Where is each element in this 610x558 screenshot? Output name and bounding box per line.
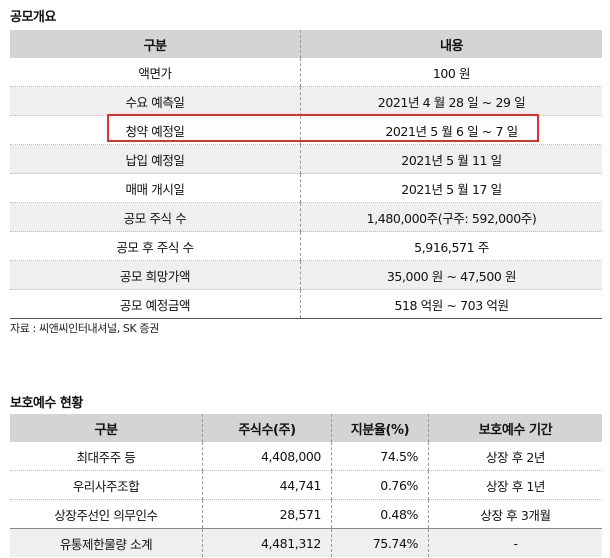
column-header: 주식수(주) — [202, 414, 332, 442]
row-value: 2021년 5 월 11 일 — [300, 144, 602, 174]
table-row: 매매 개시일 2021년 5 월 17 일 — [10, 173, 602, 203]
share-count: 4,408,000 — [202, 442, 332, 471]
row-label: 납입 예정일 — [10, 144, 301, 174]
table-row: 공모 희망가액 35,000 원 ~ 47,500 원 — [10, 260, 602, 290]
table-header-row: 구분 내용 — [10, 30, 602, 58]
lockup-period: 상장 후 3개월 — [428, 499, 602, 529]
row-value: 1,480,000주(구주: 592,000주) — [300, 202, 602, 232]
share-ratio: 74.5% — [331, 442, 429, 471]
row-value: 2021년 5 월 17 일 — [300, 173, 602, 203]
table-row: 상장주선인 의무인수 28,571 0.48% 상장 후 3개월 — [10, 499, 602, 529]
lockup-section-title: 보호예수 현황 — [10, 396, 83, 411]
table-row: 액면가 100 원 — [10, 58, 602, 87]
row-label: 우리사주조합 — [10, 470, 203, 500]
share-ratio: 75.74% — [331, 528, 429, 557]
row-label: 공모 희망가액 — [10, 260, 301, 290]
row-label: 청약 예정일 — [10, 115, 301, 145]
table-row: 최대주주 등 4,408,000 74.5% 상장 후 2년 — [10, 442, 602, 471]
column-header: 구분 — [10, 414, 203, 442]
row-value: 2021년 5 월 6 일 ~ 7 일 — [300, 115, 602, 145]
table-row-subtotal: 유통제한물량 소계 4,481,312 75.74% - — [10, 528, 602, 557]
table-row: 우리사주조합 44,741 0.76% 상장 후 1년 — [10, 470, 602, 500]
row-value: 2021년 4 월 28 일 ~ 29 일 — [300, 86, 602, 116]
column-header: 지분율(%) — [331, 414, 429, 442]
offering-section-title: 공모개요 — [10, 10, 56, 25]
row-value: 100 원 — [300, 58, 602, 87]
row-value: 5,916,571 주 — [300, 231, 602, 261]
row-value: 518 억원 ~ 703 억원 — [300, 289, 602, 319]
row-label: 공모 후 주식 수 — [10, 231, 301, 261]
table-row: 공모 주식 수 1,480,000주(구주: 592,000주) — [10, 202, 602, 232]
table-row: 공모 예정금액 518 억원 ~ 703 억원 — [10, 289, 602, 319]
row-label: 최대주주 등 — [76, 449, 136, 465]
row-value: 35,000 원 ~ 47,500 원 — [300, 260, 602, 290]
row-label: 공모 주식 수 — [10, 202, 301, 232]
offering-table: 구분 내용 액면가 100 원 수요 예측일 2021년 4 월 28 일 ~ … — [10, 30, 602, 319]
table-row: 수요 예측일 2021년 4 월 28 일 ~ 29 일 — [10, 86, 602, 116]
row-label: 수요 예측일 — [10, 86, 301, 116]
share-ratio: 0.48% — [331, 499, 429, 529]
table-header-row: 구분 주식수(주) 지분율(%) 보호예수 기간 — [10, 414, 602, 442]
share-count: 28,571 — [202, 499, 332, 529]
table-row: 납입 예정일 2021년 5 월 11 일 — [10, 144, 602, 174]
lockup-period: 상장 후 1년 — [428, 470, 602, 500]
row-label: 상장주선인 의무인수 — [10, 499, 203, 529]
column-header: 보호예수 기간 — [428, 414, 602, 442]
row-label: 매매 개시일 — [10, 173, 301, 203]
table-row: 청약 예정일 2021년 5 월 6 일 ~ 7 일 — [10, 115, 602, 145]
lockup-period: - — [428, 528, 602, 557]
column-header: 구분 — [10, 30, 301, 58]
share-count: 4,481,312 — [202, 528, 332, 557]
column-header: 내용 — [300, 30, 602, 58]
share-ratio: 0.76% — [331, 470, 429, 500]
subscription-date-highlight-box — [107, 114, 539, 142]
source-note: 자료 : 씨앤씨인터내셔널, SK 증권 — [10, 322, 159, 335]
share-count: 44,741 — [202, 470, 332, 500]
lockup-table: 구분 주식수(주) 지분율(%) 보호예수 기간 최대주주 등 4,408,00… — [10, 414, 602, 557]
lockup-period: 상장 후 2년 — [428, 442, 602, 471]
row-label: 공모 예정금액 — [10, 289, 301, 319]
row-label: 액면가 — [138, 65, 172, 81]
row-label: 유통제한물량 소계 — [10, 528, 203, 557]
table-row: 공모 후 주식 수 5,916,571 주 — [10, 231, 602, 261]
